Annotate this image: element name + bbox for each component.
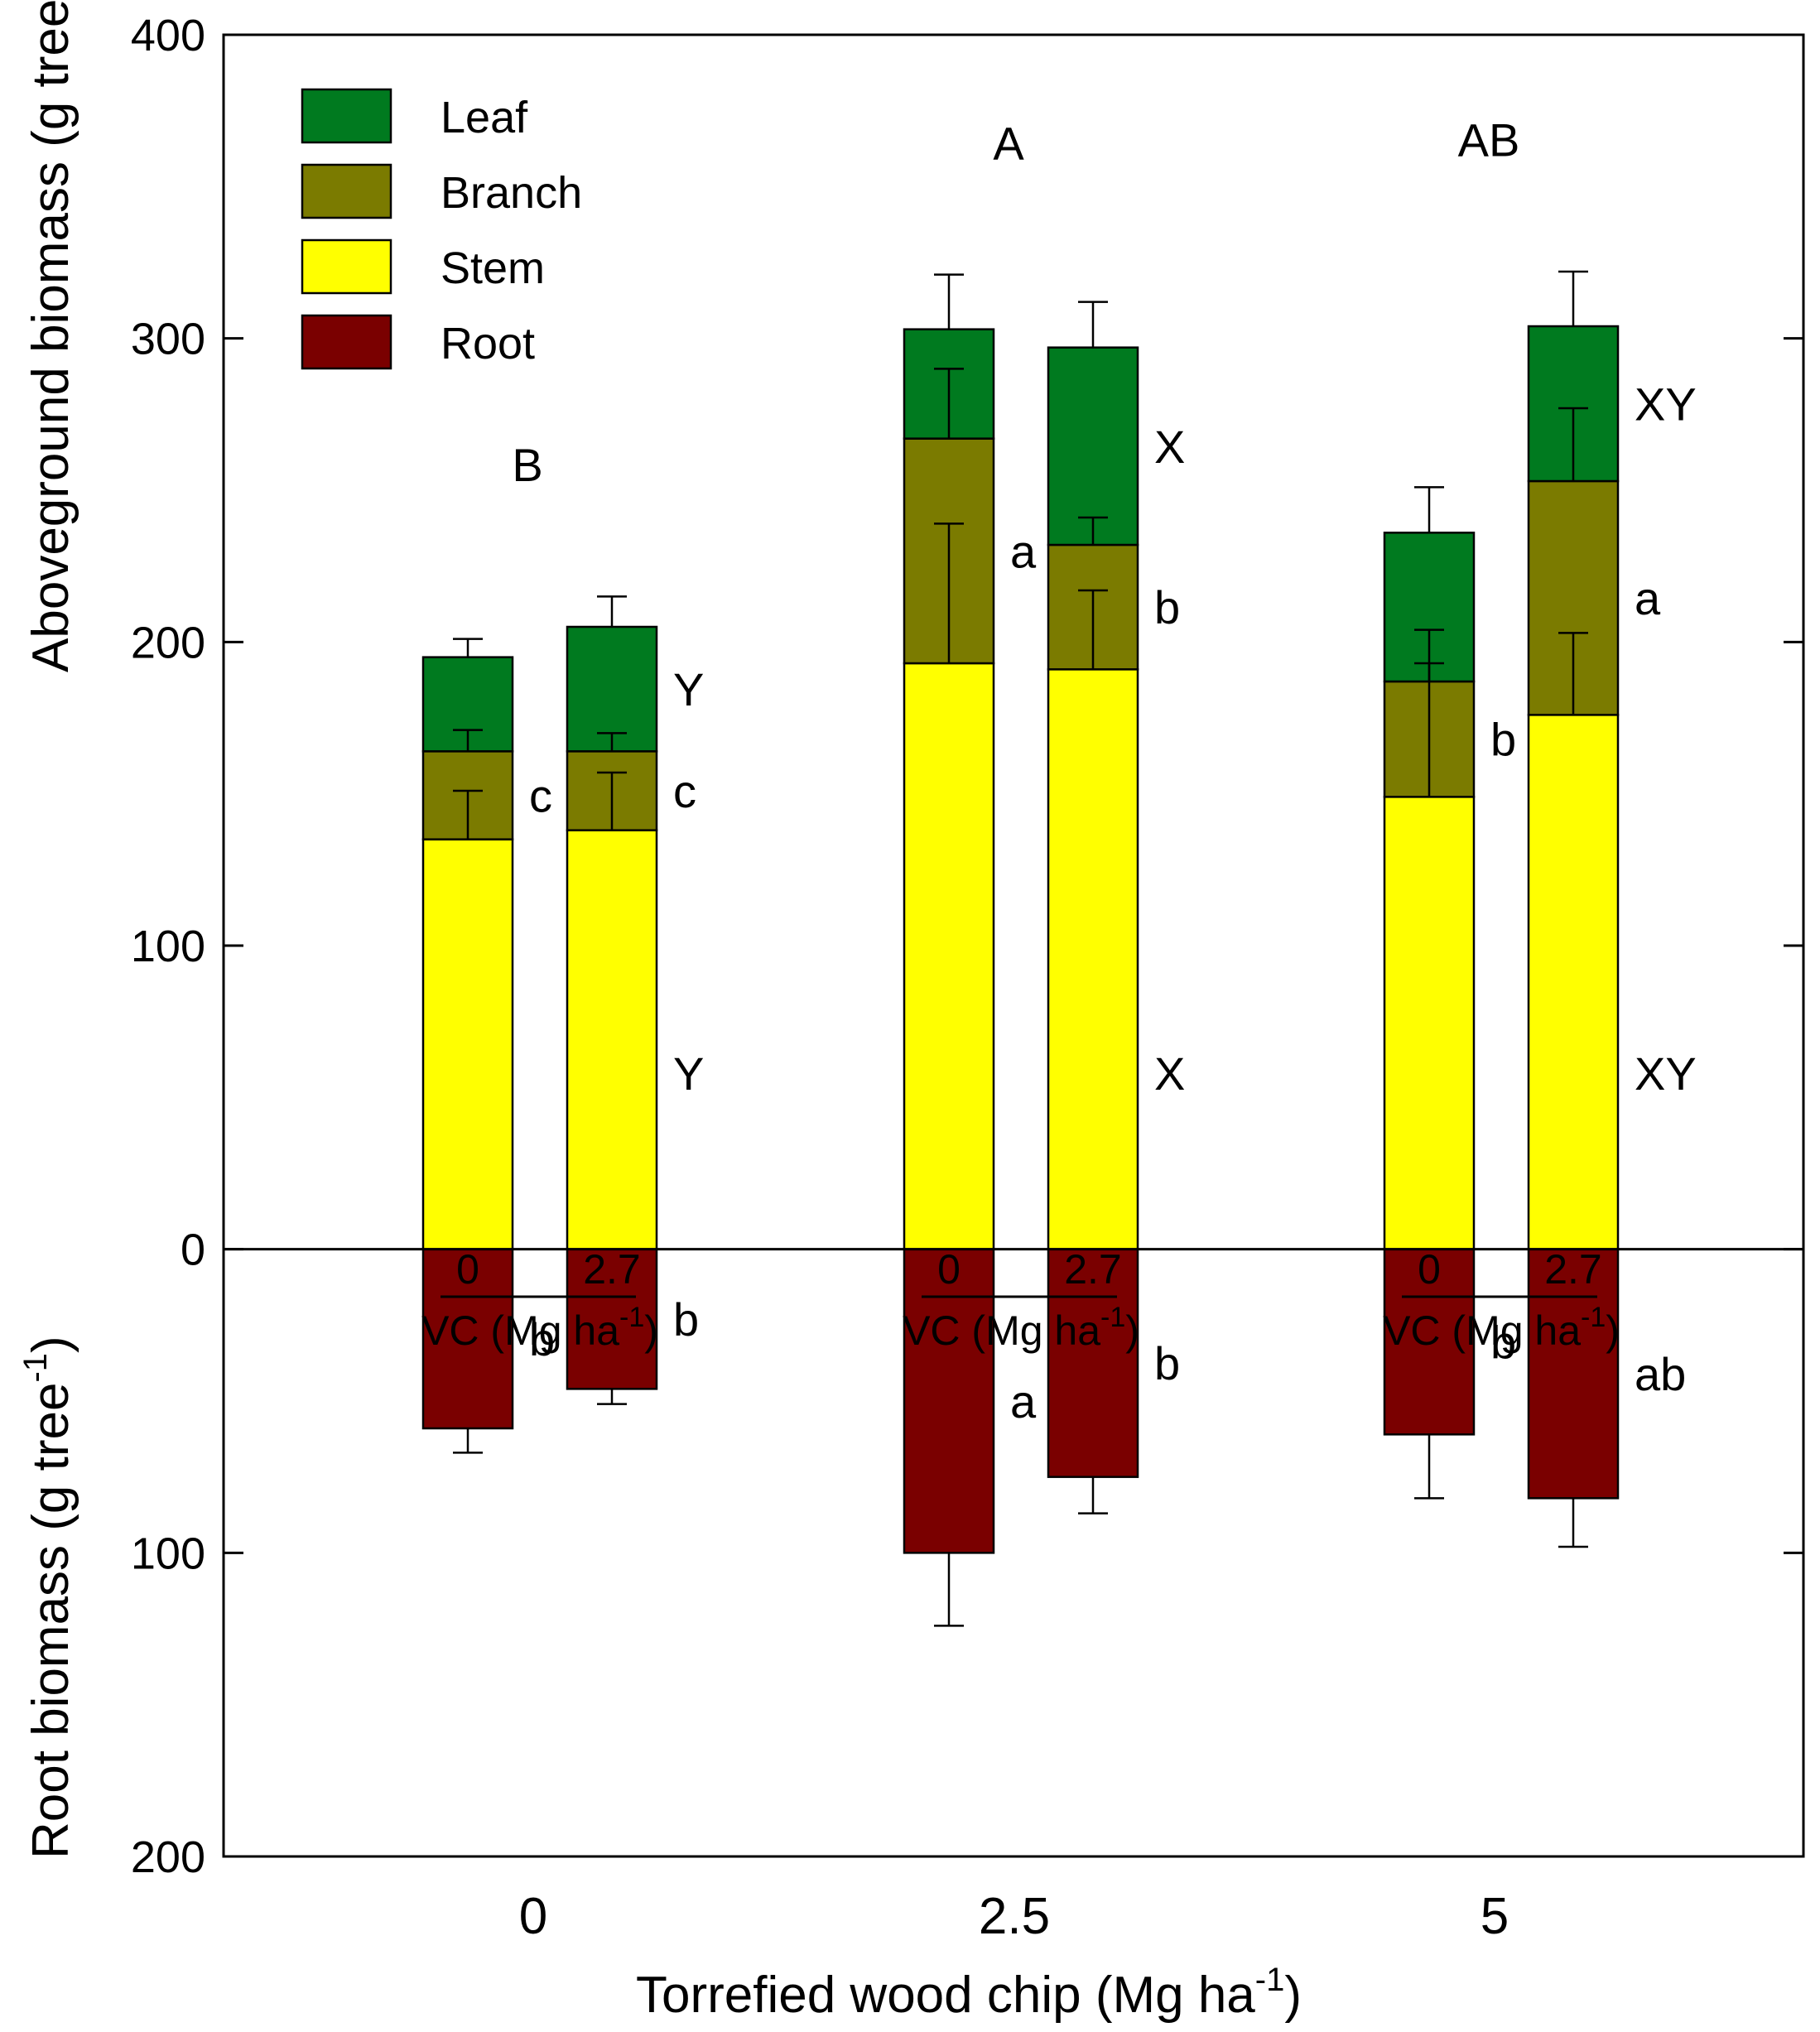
vc-level-label: 2.7 <box>583 1246 641 1293</box>
root-letter: b <box>529 1313 555 1365</box>
bar-root <box>566 1248 658 1390</box>
leaf-letter: XY <box>1635 378 1697 431</box>
x-tick-label: 0 <box>519 1888 547 1945</box>
legend-swatch-stem <box>301 238 392 295</box>
root-letter: a <box>1010 1375 1037 1428</box>
bar-root <box>1527 1248 1620 1500</box>
bar-stem <box>903 662 995 1250</box>
legend-swatch-branch <box>301 163 392 219</box>
y-tick-label: 200 <box>131 1832 205 1882</box>
vc-level-label: 2.7 <box>1064 1246 1122 1293</box>
x-axis-title: Torrefied wood chip (Mg ha-1) <box>636 1962 1302 2024</box>
vc-caption-text: VC (Mg ha <box>1383 1307 1581 1354</box>
vc-level-label: 0 <box>1418 1246 1441 1293</box>
branch-letter: c <box>529 770 552 822</box>
bar-stem <box>1383 796 1476 1250</box>
bar-stem <box>421 838 514 1250</box>
group-letter: B <box>512 439 542 491</box>
x-tick-label: 2.5 <box>979 1888 1050 1945</box>
vc-caption: VC (Mg ha-1) <box>903 1302 1139 1354</box>
x-tick-labels: 0 2.5 5 <box>519 1888 1509 1945</box>
legend-swatch-leaf <box>301 88 392 144</box>
vc-caption: VC (Mg ha-1) <box>421 1302 658 1354</box>
y-tick-label: 100 <box>131 922 205 971</box>
bar-leaf <box>1047 346 1139 547</box>
vc-caption-sup: -1 <box>1100 1302 1125 1333</box>
stem-letter: X <box>1154 1047 1185 1100</box>
y-axis-title-top: Aboveground biomass (g tree-1) <box>17 0 79 672</box>
y-axis-title-bottom: Root biomass (g tree-1) <box>17 1336 79 1859</box>
y-tick-label: 100 <box>131 1529 205 1578</box>
vc-caption-text: VC (Mg ha <box>421 1307 619 1354</box>
bars <box>421 325 1620 1554</box>
legend-label-root: Root <box>441 319 535 368</box>
stem-letter: Y <box>673 1047 704 1100</box>
legend: Leaf Branch Stem Root <box>301 88 582 370</box>
bar-root <box>1383 1248 1476 1436</box>
root-letter: b <box>673 1293 699 1346</box>
legend-label-leaf: Leaf <box>441 93 528 142</box>
branch-letter: c <box>673 765 696 817</box>
root-letter: ab <box>1635 1348 1686 1400</box>
y-tick-label: 300 <box>131 315 205 364</box>
vc-caption-tail: ) <box>1606 1307 1620 1354</box>
branch-letter: b <box>1490 714 1516 766</box>
group-letter: A <box>993 117 1024 169</box>
y-tick-label: 0 <box>181 1225 205 1275</box>
legend-label-branch: Branch <box>441 168 582 218</box>
error-bars <box>453 270 1588 1627</box>
leaf-letter: Y <box>673 663 704 715</box>
vc-caption-tail: ) <box>1125 1307 1139 1354</box>
branch-letter: b <box>1154 581 1180 633</box>
leaf-letter: X <box>1154 421 1185 473</box>
vc-caption-text: VC (Mg ha <box>903 1307 1100 1354</box>
bar-stem <box>1047 668 1139 1250</box>
root-letter: b <box>1154 1337 1180 1389</box>
group-letter: AB <box>1458 114 1520 166</box>
vc-caption-sup: -1 <box>619 1302 644 1333</box>
vc-caption-tail: ) <box>644 1307 658 1354</box>
branch-letter: a <box>1010 525 1037 577</box>
legend-label-stem: Stem <box>441 243 545 293</box>
bar-stem <box>566 829 658 1250</box>
y-tick-label: 200 <box>131 618 205 667</box>
legend-swatch-root <box>301 314 392 370</box>
bar-root <box>1047 1248 1139 1478</box>
vc-level-label: 0 <box>937 1246 961 1293</box>
vc-level-label: 0 <box>456 1246 479 1293</box>
bar-root <box>421 1248 514 1430</box>
bar-root <box>903 1248 995 1554</box>
y-tick-label: 400 <box>131 11 205 60</box>
vc-sublabels: 0 2.7VC (Mg ha-1)0 2.7VC (Mg ha-1)0 2.7VC (… <box>421 1246 1620 1354</box>
root-letter: b <box>1490 1317 1516 1369</box>
vc-level-label: 2.7 <box>1544 1246 1602 1293</box>
x-tick-label: 5 <box>1481 1888 1509 1945</box>
stem-letter: XY <box>1635 1047 1697 1100</box>
vc-caption: VC (Mg ha-1) <box>1383 1302 1620 1354</box>
branch-letter: a <box>1635 572 1661 624</box>
bar-stem <box>1527 714 1620 1250</box>
vc-caption-sup: -1 <box>1581 1302 1606 1333</box>
